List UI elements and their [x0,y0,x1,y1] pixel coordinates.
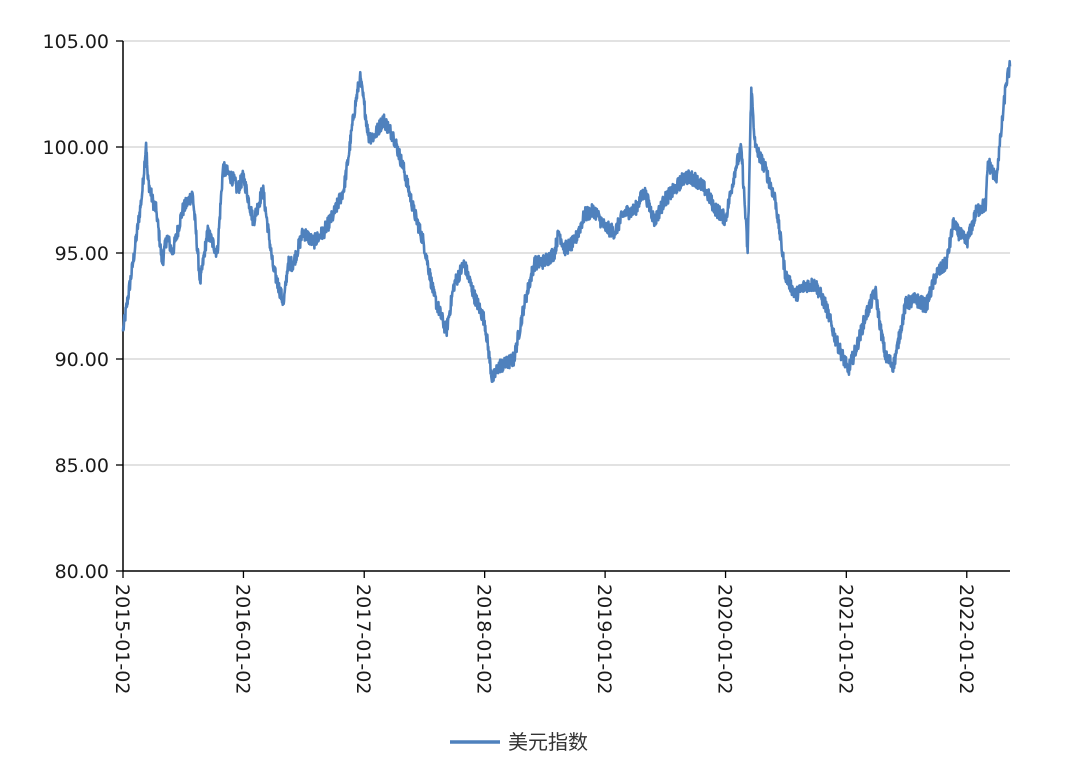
series-line-usd-index [121,59,1012,384]
y-tick-label: 105.00 [43,31,109,53]
y-tick-label: 90.00 [55,349,109,371]
legend: 美元指数 [450,730,588,754]
axes: 80.00 85.00 90.00 95.00 100.00 105.00 2015-01-… [43,31,1010,694]
x-tick-label: 2016-01-02 [231,584,253,694]
x-tick-label: 2020-01-02 [714,584,736,694]
x-tick-label: 2017-01-02 [352,584,374,694]
series-layer [121,59,1012,384]
x-tick-label: 2022-01-02 [955,584,977,694]
y-tick-label: 95.00 [55,243,109,265]
legend-label: 美元指数 [508,730,588,754]
x-tick-label: 2019-01-02 [593,584,615,694]
y-tick-label: 80.00 [55,561,109,583]
y-tick-label: 85.00 [55,455,109,477]
x-tick-label: 2021-01-02 [834,584,856,694]
x-tick-label: 2018-01-02 [473,584,495,694]
x-tick-label: 2015-01-02 [111,584,133,694]
y-tick-label: 100.00 [43,137,109,159]
